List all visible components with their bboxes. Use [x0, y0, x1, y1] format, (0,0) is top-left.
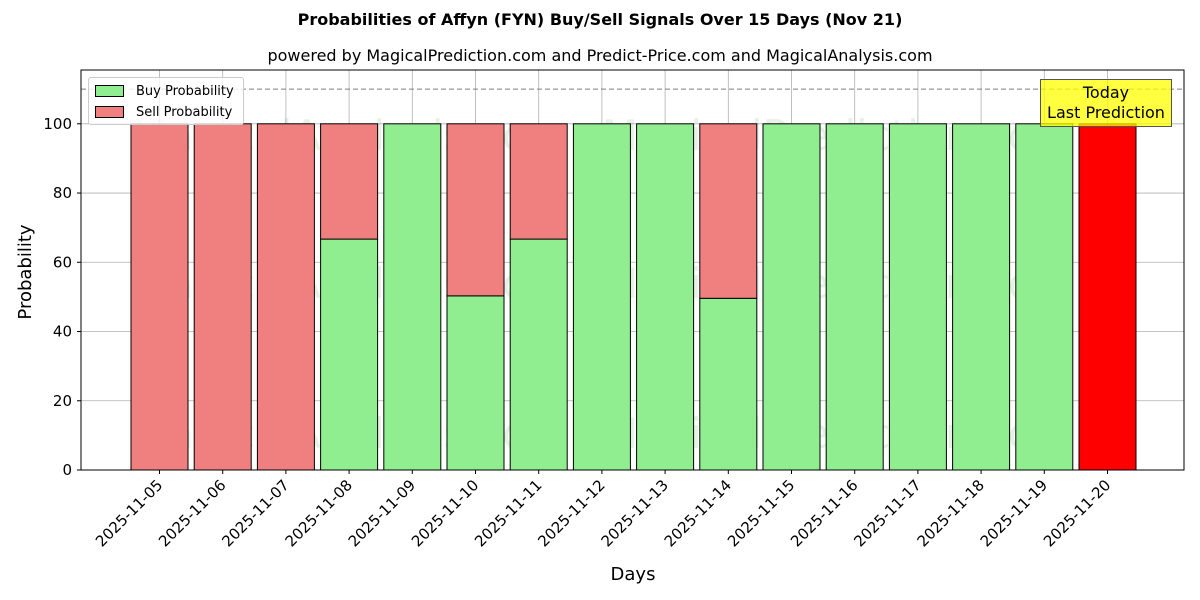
legend-item-buy: Buy Probability — [95, 83, 234, 99]
legend-label-buy: Buy Probability — [136, 83, 234, 99]
plot-frame — [80, 69, 1185, 471]
bar-buy — [1015, 123, 1074, 471]
bar-buy — [446, 295, 505, 471]
bar-buy — [509, 238, 568, 471]
x-tick-label: 2025-11-11 — [471, 476, 545, 550]
x-tick-label: 2025-11-18 — [914, 476, 988, 550]
legend: Buy Probability Sell Probability — [88, 77, 244, 125]
chart-title: Probabilities of Affyn (FYN) Buy/Sell Si… — [297, 10, 903, 29]
y-tick-label: 20 — [53, 392, 72, 410]
y-tick-label: 80 — [53, 184, 72, 202]
bar-sell — [256, 123, 315, 471]
x-tick-label: 2025-11-06 — [155, 476, 229, 550]
x-tick-label: 2025-11-17 — [850, 476, 924, 550]
x-tick-label: 2025-11-12 — [534, 476, 608, 550]
bar-buy — [572, 123, 631, 471]
y-tick-label: 60 — [53, 253, 72, 271]
bar-sell — [699, 123, 758, 299]
x-tick-label: 2025-11-09 — [345, 476, 419, 550]
bar-sell — [320, 123, 379, 240]
sell-swatch — [95, 106, 124, 118]
x-tick-label: 2025-11-16 — [787, 476, 861, 550]
x-tick-label: 2025-11-15 — [724, 476, 798, 550]
legend-item-sell: Sell Probability — [95, 104, 232, 120]
bar-buy — [952, 123, 1011, 471]
y-tick-label: 100 — [43, 115, 72, 133]
bars — [130, 123, 1137, 471]
bar-sell — [446, 123, 505, 297]
annotation-line-2: Last Prediction — [1047, 103, 1165, 122]
bar-buy — [825, 123, 884, 471]
buy-swatch — [95, 85, 124, 97]
bar-buy — [699, 297, 758, 471]
annotation-line-1: Today — [1082, 83, 1130, 102]
x-axis-label: Days — [611, 564, 656, 585]
bar-buy — [636, 123, 695, 471]
y-tick-label: 40 — [53, 323, 72, 341]
y-tick-label: 0 — [62, 461, 72, 479]
x-tick-label: 2025-11-13 — [598, 476, 672, 550]
bar-buy — [888, 123, 947, 471]
x-tick-label: 2025-11-20 — [1040, 476, 1114, 550]
x-axis: 2025-11-052025-11-062025-11-072025-11-08… — [92, 470, 1114, 550]
x-tick-label: 2025-11-10 — [408, 476, 482, 550]
x-tick-label: 2025-11-07 — [218, 476, 292, 550]
today-annotation: Today Last Prediction — [1040, 79, 1172, 127]
chart-subtitle: powered by MagicalPrediction.com and Pre… — [267, 46, 933, 65]
legend-label-sell: Sell Probability — [136, 104, 233, 120]
x-tick-label: 2025-11-08 — [282, 476, 356, 550]
bar-sell — [509, 123, 568, 240]
bar-sell — [1078, 123, 1137, 471]
bar-buy — [320, 238, 379, 471]
y-axis: 0 20 40 60 80 100 — [43, 115, 81, 479]
x-tick-label: 2025-11-19 — [977, 476, 1051, 550]
bar-sell — [193, 123, 252, 471]
bar-buy — [383, 123, 442, 471]
bar-sell — [130, 123, 189, 471]
y-axis-label: Probability — [15, 224, 36, 319]
x-tick-label: 2025-11-05 — [92, 476, 166, 550]
x-tick-label: 2025-11-14 — [661, 476, 735, 550]
bar-buy — [762, 123, 821, 471]
